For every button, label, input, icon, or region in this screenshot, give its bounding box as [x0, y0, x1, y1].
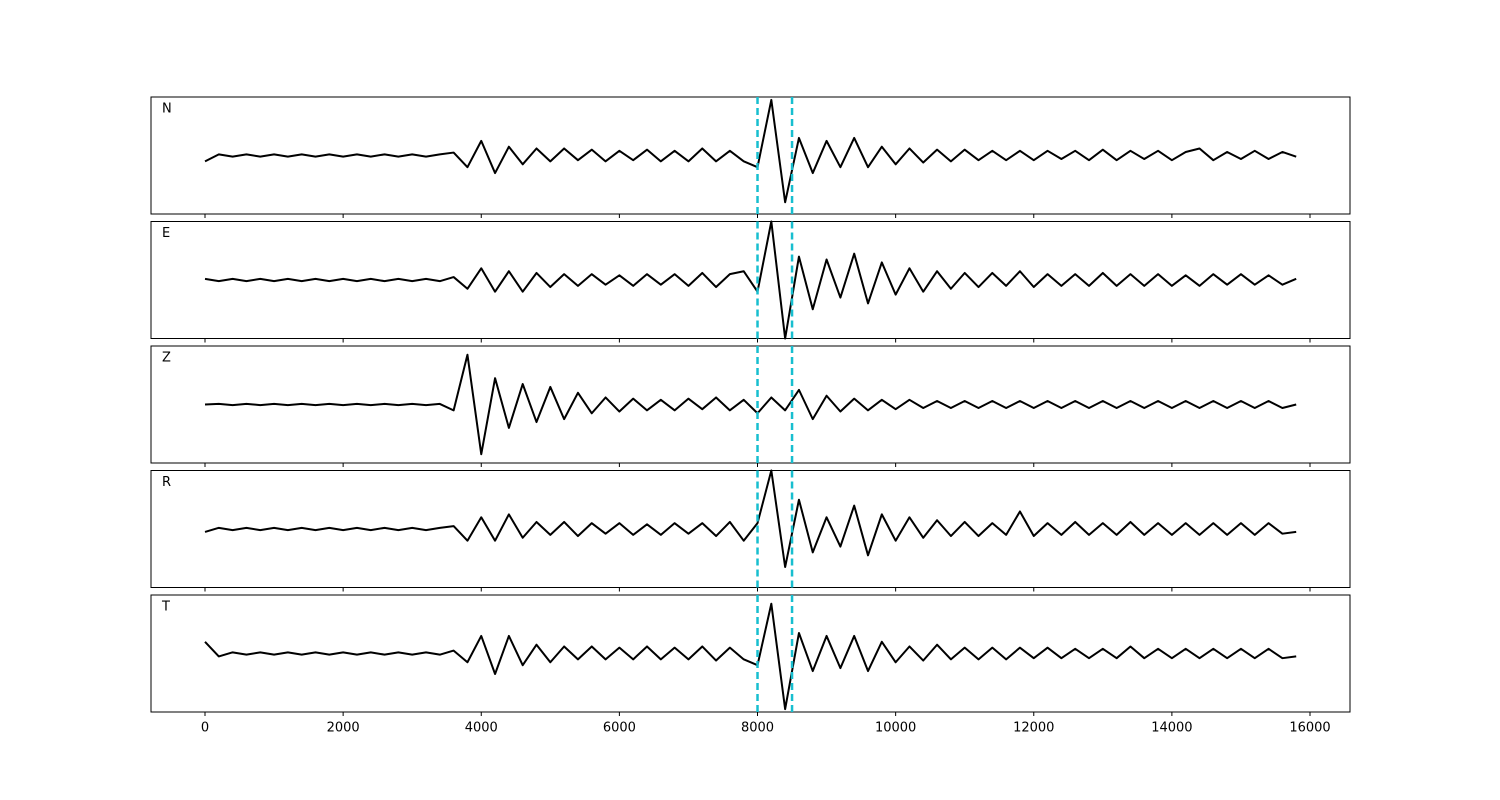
trace [204, 602, 1297, 711]
x-tick-label: 14000 [1151, 721, 1192, 736]
trace [204, 98, 1297, 204]
x-tick-label: 2000 [327, 721, 360, 736]
x-tick-label: 8000 [741, 721, 774, 736]
x-tick-label: 16000 [1289, 721, 1330, 736]
trace [204, 220, 1297, 340]
trace [204, 469, 1297, 569]
x-tick-label: 10000 [875, 721, 916, 736]
panel-label: R [162, 475, 171, 490]
x-tick-label: 0 [201, 721, 209, 736]
panel-label: E [162, 226, 170, 241]
x-tick-label: 4000 [465, 721, 498, 736]
panel-label: Z [162, 351, 171, 366]
panel-label: T [161, 600, 170, 615]
x-tick-label: 6000 [603, 721, 636, 736]
trace [204, 353, 1297, 456]
panel-label: N [162, 102, 172, 117]
x-tick-label: 12000 [1013, 721, 1054, 736]
